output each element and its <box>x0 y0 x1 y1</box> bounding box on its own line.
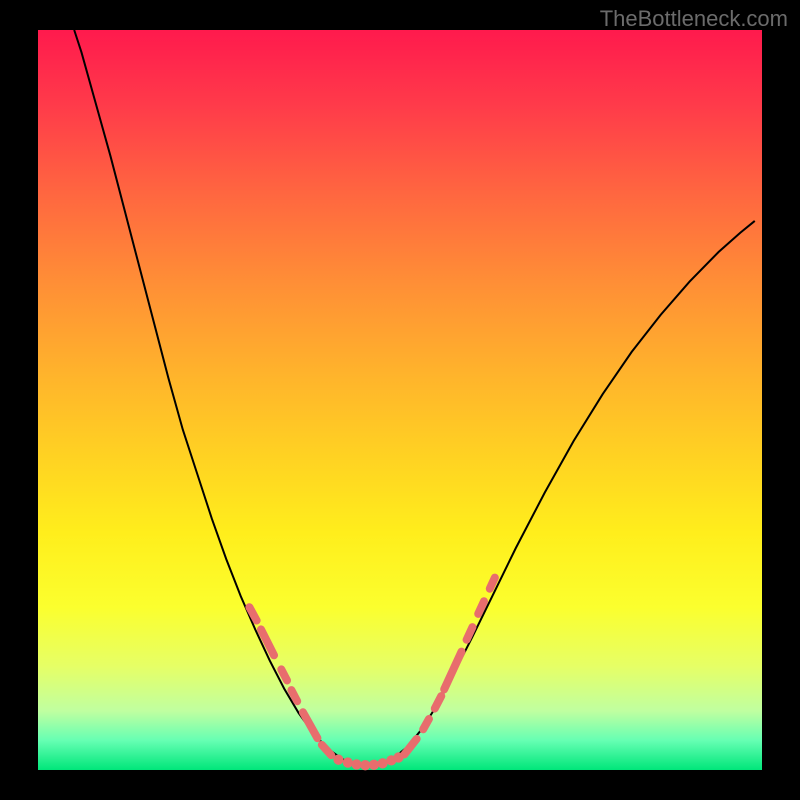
bottleneck-chart <box>38 30 762 770</box>
datapoint-ticks <box>249 578 494 771</box>
watermark-text: TheBottleneck.com <box>600 6 788 32</box>
bottleneck-curve <box>74 30 755 766</box>
